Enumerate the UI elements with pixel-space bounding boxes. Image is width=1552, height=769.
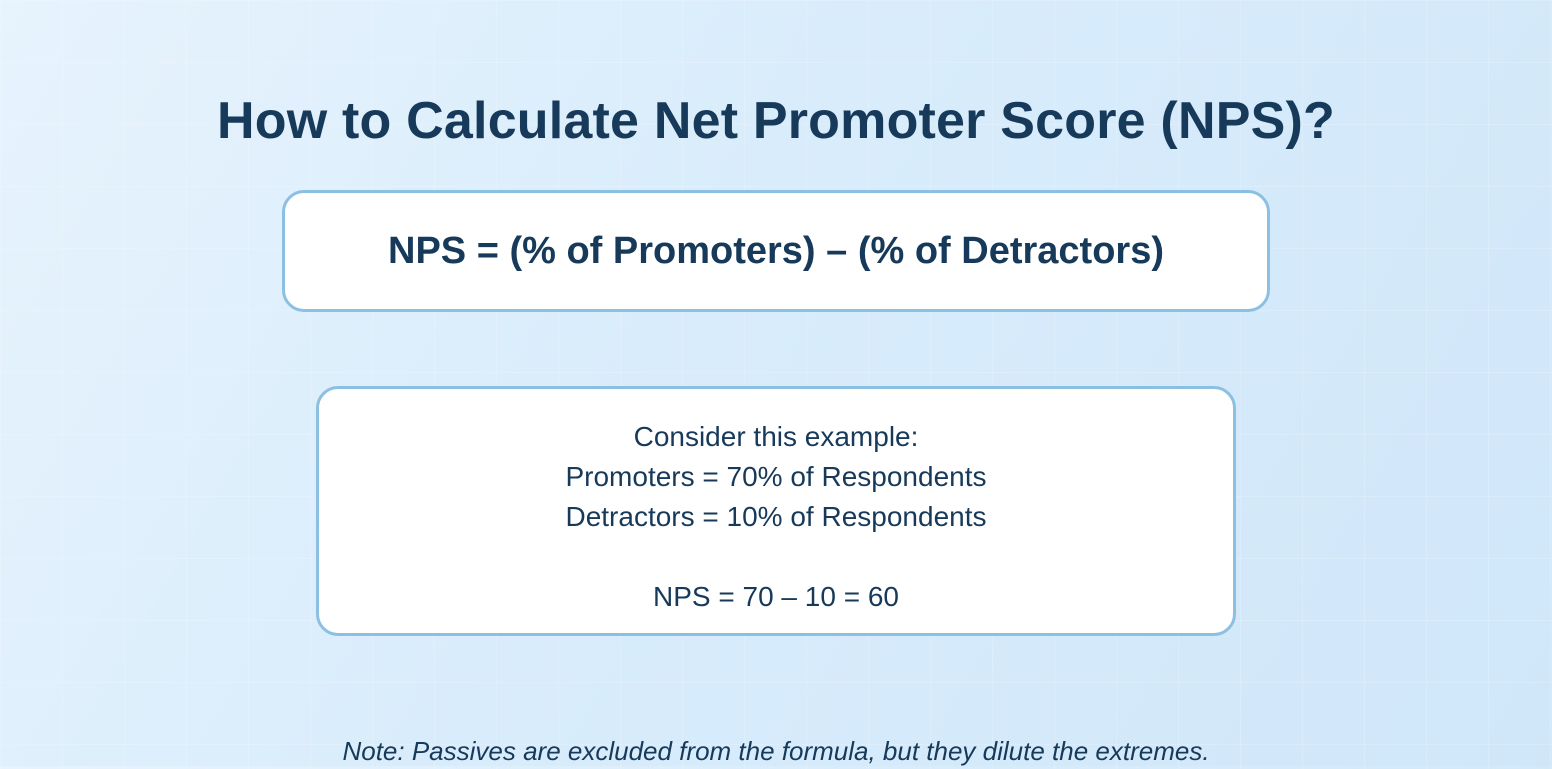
page-title: How to Calculate Net Promoter Score (NPS… bbox=[217, 91, 1335, 150]
nps-formula: NPS = (% of Promoters) – (% of Detractor… bbox=[388, 230, 1164, 272]
formula-card: NPS = (% of Promoters) – (% of Detractor… bbox=[282, 190, 1270, 312]
example-card: Consider this example: Promoters = 70% o… bbox=[316, 386, 1236, 636]
example-intro: Consider this example: bbox=[633, 421, 919, 452]
example-details: Consider this example: Promoters = 70% o… bbox=[319, 417, 1233, 537]
passives-note: Note: Passives are excluded from the for… bbox=[342, 736, 1210, 766]
detractors-percentage: Detractors = 10% of Respondents bbox=[565, 501, 987, 532]
promoters-percentage: Promoters = 70% of Respondents bbox=[565, 461, 987, 492]
nps-calculation-result: NPS = 70 – 10 = 60 bbox=[653, 581, 899, 612]
